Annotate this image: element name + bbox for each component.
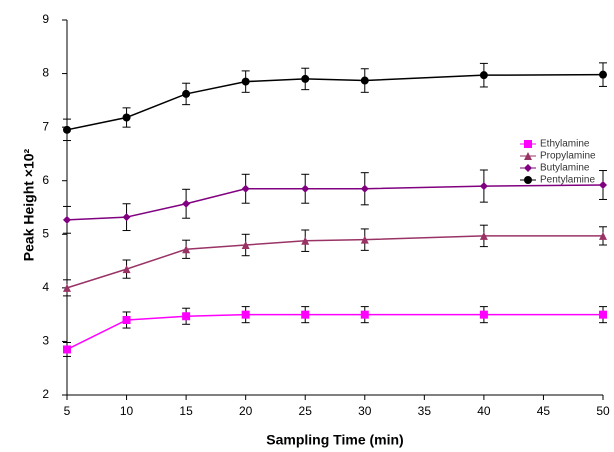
y-tick-label: 6	[42, 173, 49, 187]
series-line	[66, 73, 604, 131]
marker	[479, 71, 488, 80]
marker	[524, 140, 532, 148]
marker	[524, 152, 532, 160]
marker	[360, 76, 369, 85]
series-line	[66, 235, 603, 289]
x-axis-title: Sampling Time (min)	[266, 432, 403, 448]
marker	[301, 310, 310, 319]
y-tick-label: 5	[42, 226, 49, 240]
marker	[63, 125, 71, 134]
marker	[599, 181, 607, 189]
marker	[63, 283, 71, 292]
marker	[524, 176, 532, 184]
marker	[63, 215, 71, 224]
marker	[241, 77, 250, 86]
marker	[599, 231, 607, 240]
y-tick-label: 2	[42, 387, 49, 401]
marker	[599, 70, 607, 79]
series-line	[66, 313, 603, 351]
marker	[182, 312, 191, 321]
x-tick-label: 10	[120, 404, 134, 418]
legend-text: Butylamine	[540, 163, 590, 174]
legend-text: Ethylamine	[540, 139, 590, 150]
legend-text: Pentylamine	[540, 175, 595, 186]
marker	[182, 199, 191, 208]
marker	[524, 164, 532, 172]
x-tick-label: 15	[179, 404, 193, 418]
marker	[479, 231, 488, 240]
marker	[599, 310, 607, 319]
legend-text: Propylamine	[540, 151, 596, 162]
x-tick-label: 25	[299, 404, 313, 418]
marker	[241, 184, 250, 193]
x-tick-label: 35	[418, 404, 432, 418]
marker	[479, 182, 488, 191]
marker	[479, 310, 488, 319]
y-tick-label: 4	[42, 280, 49, 294]
x-tick-label: 45	[537, 404, 551, 418]
marker	[182, 89, 191, 98]
marker	[63, 345, 71, 354]
marker	[360, 310, 369, 319]
marker	[301, 236, 310, 245]
marker	[122, 213, 131, 222]
y-tick-label: 9	[42, 12, 49, 26]
marker	[182, 245, 191, 254]
x-tick-label: 5	[64, 404, 71, 418]
y-tick-label: 7	[42, 119, 49, 133]
marker	[122, 265, 131, 274]
y-tick-label: 3	[42, 334, 49, 348]
y-tick-label: 8	[42, 66, 49, 80]
y-axis-title: Peak Height ×10²	[21, 148, 37, 261]
marker	[301, 74, 310, 83]
marker	[241, 310, 250, 319]
x-tick-label: 20	[239, 404, 253, 418]
marker	[122, 316, 131, 324]
marker	[122, 113, 131, 122]
x-tick-label: 40	[477, 404, 491, 418]
marker	[301, 184, 310, 193]
marker	[360, 235, 369, 244]
x-tick-label: 30	[358, 404, 372, 418]
x-tick-label: 50	[596, 404, 610, 418]
marker	[241, 241, 250, 249]
marker	[360, 184, 369, 193]
series-line	[66, 184, 604, 221]
